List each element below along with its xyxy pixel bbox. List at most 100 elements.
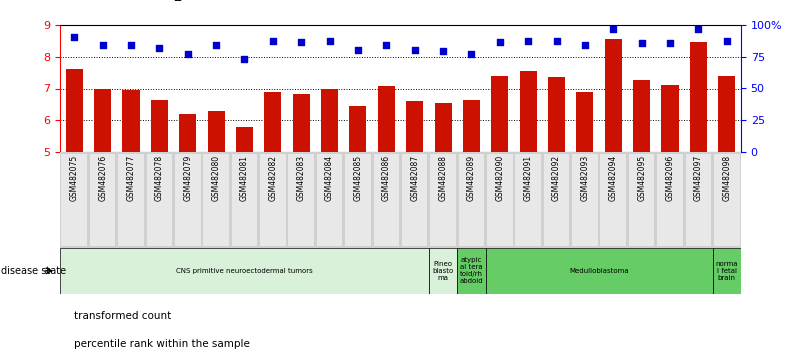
Bar bbox=[601, 154, 626, 246]
Bar bbox=[260, 154, 286, 246]
Point bbox=[352, 47, 364, 53]
Bar bbox=[402, 154, 428, 246]
Bar bbox=[231, 154, 257, 246]
Bar bbox=[463, 99, 480, 152]
Bar bbox=[264, 92, 281, 152]
Bar bbox=[662, 85, 678, 152]
Bar bbox=[95, 88, 111, 152]
Bar bbox=[236, 127, 253, 152]
Point bbox=[720, 38, 733, 44]
Bar bbox=[317, 154, 342, 246]
Bar bbox=[207, 111, 224, 152]
Text: GSM482075: GSM482075 bbox=[70, 155, 78, 201]
Text: GSM482094: GSM482094 bbox=[609, 155, 618, 201]
Text: GSM482096: GSM482096 bbox=[666, 155, 674, 201]
Bar bbox=[429, 248, 457, 294]
Text: disease state: disease state bbox=[1, 266, 66, 276]
Text: CNS primitive neuroectodermal tumors: CNS primitive neuroectodermal tumors bbox=[176, 268, 313, 274]
Point bbox=[323, 39, 336, 44]
Bar bbox=[491, 76, 509, 152]
Text: norma
l fetal
brain: norma l fetal brain bbox=[715, 261, 738, 281]
Bar bbox=[373, 154, 399, 246]
Point bbox=[68, 34, 81, 40]
Bar bbox=[515, 154, 541, 246]
Bar bbox=[485, 248, 713, 294]
Bar bbox=[487, 154, 513, 246]
Bar bbox=[123, 90, 139, 152]
Bar bbox=[520, 71, 537, 152]
Text: GSM482087: GSM482087 bbox=[410, 155, 419, 201]
Bar bbox=[714, 154, 739, 246]
Text: GSM482082: GSM482082 bbox=[268, 155, 277, 201]
Point bbox=[692, 26, 705, 32]
Point bbox=[267, 38, 280, 44]
Point bbox=[238, 56, 251, 62]
Point bbox=[153, 45, 166, 51]
Text: GSM482093: GSM482093 bbox=[581, 155, 590, 201]
Bar bbox=[572, 154, 598, 246]
Bar bbox=[658, 154, 682, 246]
Text: GSM482092: GSM482092 bbox=[552, 155, 561, 201]
Bar bbox=[151, 99, 168, 152]
Text: GSM482098: GSM482098 bbox=[723, 155, 731, 201]
Point bbox=[521, 38, 534, 44]
Bar bbox=[718, 76, 735, 152]
Text: Medulloblastoma: Medulloblastoma bbox=[570, 268, 629, 274]
Bar bbox=[605, 39, 622, 152]
Bar bbox=[147, 154, 172, 246]
Text: GSM482090: GSM482090 bbox=[495, 155, 505, 201]
Bar bbox=[349, 106, 366, 152]
Text: GSM482079: GSM482079 bbox=[183, 155, 192, 201]
Bar bbox=[430, 154, 456, 246]
Text: GSM482076: GSM482076 bbox=[99, 155, 107, 201]
Point bbox=[295, 39, 308, 45]
Bar bbox=[548, 78, 565, 152]
Point bbox=[210, 42, 223, 47]
Bar bbox=[321, 88, 338, 152]
Point bbox=[607, 26, 620, 32]
Bar bbox=[119, 154, 143, 246]
Bar bbox=[629, 154, 654, 246]
Bar bbox=[713, 248, 741, 294]
Text: transformed count: transformed count bbox=[74, 311, 171, 321]
Bar bbox=[577, 92, 594, 152]
Point bbox=[465, 51, 478, 57]
Point bbox=[550, 39, 563, 44]
Point bbox=[578, 42, 591, 47]
Bar bbox=[378, 86, 395, 152]
Bar bbox=[90, 154, 115, 246]
Bar bbox=[288, 154, 314, 246]
Bar bbox=[179, 114, 196, 152]
Text: Pineo
blasto
ma: Pineo blasto ma bbox=[433, 261, 453, 281]
Point bbox=[380, 42, 392, 48]
Point bbox=[181, 52, 194, 57]
Bar bbox=[345, 154, 371, 246]
Point bbox=[437, 48, 449, 54]
Text: GSM482077: GSM482077 bbox=[127, 155, 135, 201]
Text: GSM482083: GSM482083 bbox=[296, 155, 306, 201]
Text: GSM482080: GSM482080 bbox=[211, 155, 220, 201]
Text: GSM482097: GSM482097 bbox=[694, 155, 702, 201]
Bar bbox=[633, 80, 650, 152]
Text: GSM482084: GSM482084 bbox=[325, 155, 334, 201]
Bar bbox=[60, 248, 429, 294]
Bar bbox=[457, 248, 485, 294]
Bar bbox=[690, 42, 706, 152]
Point bbox=[635, 40, 648, 46]
Bar bbox=[66, 69, 83, 152]
Bar bbox=[62, 154, 87, 246]
Text: GSM482085: GSM482085 bbox=[353, 155, 362, 201]
Text: percentile rank within the sample: percentile rank within the sample bbox=[74, 339, 251, 349]
Text: GSM482095: GSM482095 bbox=[637, 155, 646, 201]
Bar bbox=[292, 94, 310, 152]
Point bbox=[96, 42, 109, 47]
Text: GSM482089: GSM482089 bbox=[467, 155, 476, 201]
Bar bbox=[406, 101, 423, 152]
Bar bbox=[686, 154, 711, 246]
Bar bbox=[544, 154, 570, 246]
Text: GSM482091: GSM482091 bbox=[524, 155, 533, 201]
Point bbox=[663, 40, 676, 46]
Point bbox=[125, 42, 138, 47]
Text: GSM482086: GSM482086 bbox=[382, 155, 391, 201]
Bar bbox=[459, 154, 484, 246]
